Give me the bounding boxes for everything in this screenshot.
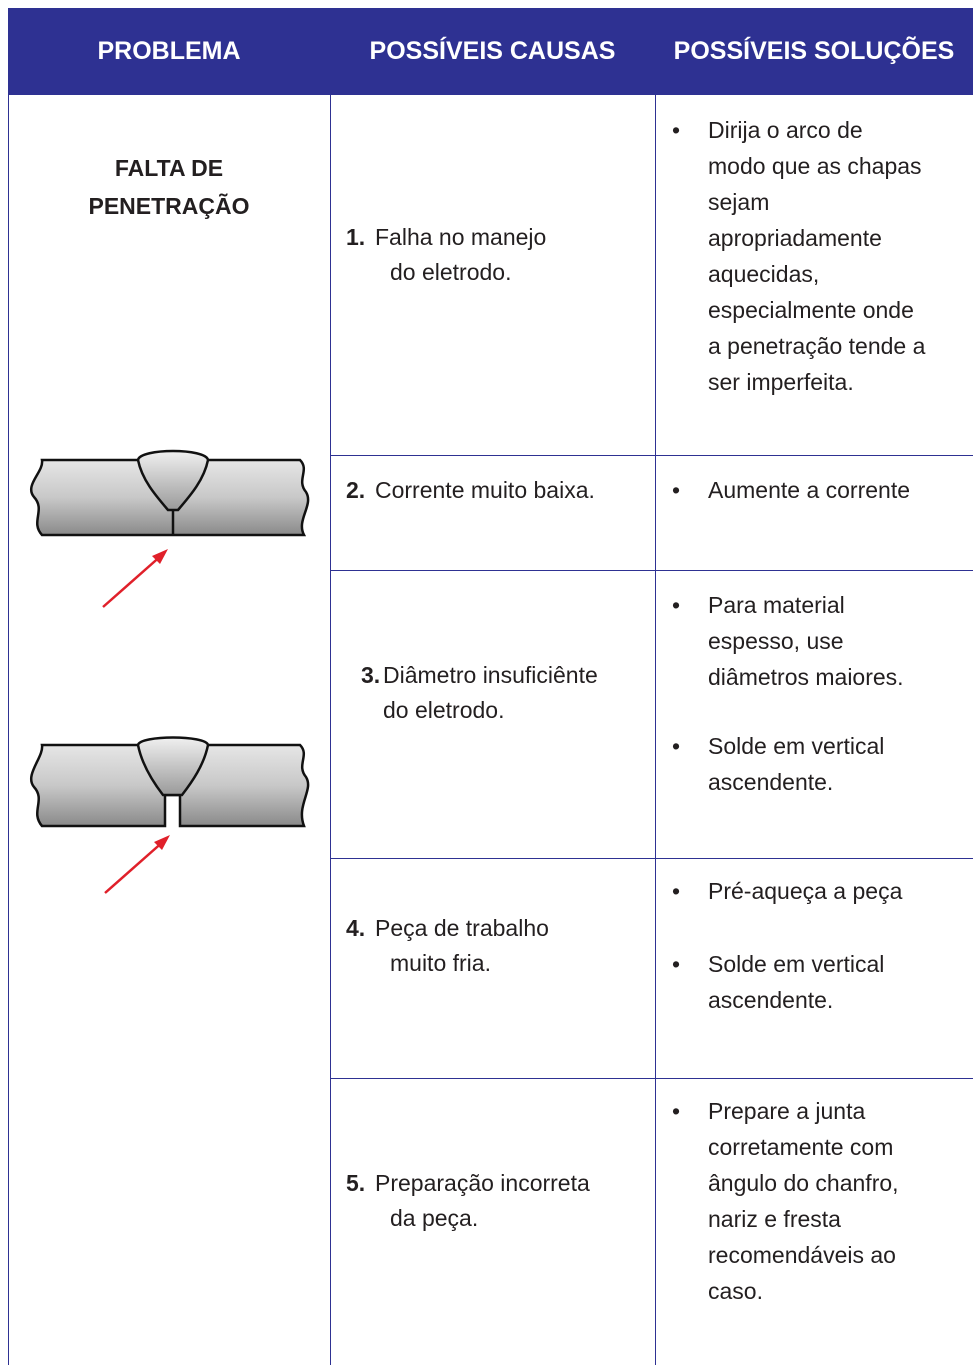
cause-text: da peça.: [390, 1205, 479, 1231]
border: [8, 95, 9, 1365]
cause-text: muito fria.: [390, 950, 491, 976]
border: [655, 95, 656, 1365]
solution-text: caso.: [708, 1278, 763, 1304]
header-cell: POSSÍVEIS SOLUÇÕES: [655, 8, 973, 95]
row-number: 4.: [346, 915, 366, 941]
solution-text: ascendente.: [708, 987, 834, 1013]
solution-text: sejam: [708, 189, 770, 215]
cause-text: Diâmetro insuficiênte: [383, 662, 598, 688]
border: [330, 1078, 973, 1079]
header-cell: POSSÍVEIS CAUSAS: [330, 8, 655, 95]
solution-text: nariz e fresta: [708, 1206, 841, 1232]
weld-illustrations: [30, 449, 310, 894]
solution-text: Solde em vertical: [708, 733, 885, 759]
row-number: 5.: [346, 1170, 366, 1196]
cause-text: Corrente muito baixa.: [375, 477, 595, 503]
bullet: •: [672, 951, 681, 977]
solution-text: espesso, use: [708, 628, 844, 654]
solution-text: Prepare a junta: [708, 1098, 866, 1124]
bullet: •: [672, 1098, 681, 1124]
bullet: •: [672, 733, 681, 759]
cause-text: Peça de trabalho: [375, 915, 549, 941]
header-cell: PROBLEMA: [8, 8, 330, 95]
problem-title: PENETRAÇÃO: [88, 193, 250, 219]
cause-text: do eletrodo.: [390, 259, 512, 285]
cause-text: Falha no manejo: [375, 224, 547, 250]
row-number: 1.: [346, 224, 366, 250]
solution-text: ascendente.: [708, 769, 834, 795]
solution-text: corretamente com: [708, 1134, 894, 1160]
solution-text: Para material: [708, 592, 845, 618]
border: [330, 858, 973, 859]
bullet: •: [672, 117, 681, 143]
problem-title: FALTA DE: [114, 155, 224, 181]
solution-text: Pré-aqueça a peça: [708, 878, 903, 904]
solution-text: Aumente a corrente: [708, 477, 911, 503]
solution-text: aquecidas,: [708, 261, 820, 287]
solution-text: ângulo do chanfro,: [708, 1170, 899, 1196]
solution-text: recomendáveis ao: [708, 1242, 896, 1268]
bullet: •: [672, 477, 681, 503]
solution-text: ser imperfeita.: [708, 369, 854, 395]
border: [330, 570, 973, 571]
solution-text: Solde em vertical: [708, 951, 885, 977]
border: [330, 455, 973, 456]
row-number: 2.: [346, 477, 366, 503]
bullet: •: [672, 592, 681, 618]
cause-text: do eletrodo.: [383, 697, 505, 723]
row-number: 3.: [361, 662, 381, 688]
solution-text: diâmetros maiores.: [708, 664, 904, 690]
bullet: •: [672, 878, 681, 904]
border: [330, 95, 331, 1365]
solution-text: especialmente onde: [708, 297, 914, 323]
solution-text: modo que as chapas: [708, 153, 922, 179]
solution-text: Dirija o arco de: [708, 117, 863, 143]
solution-text: a penetração tende a: [708, 333, 926, 359]
solution-text: apropriadamente: [708, 225, 882, 251]
cause-text: Preparação incorreta: [375, 1170, 590, 1196]
